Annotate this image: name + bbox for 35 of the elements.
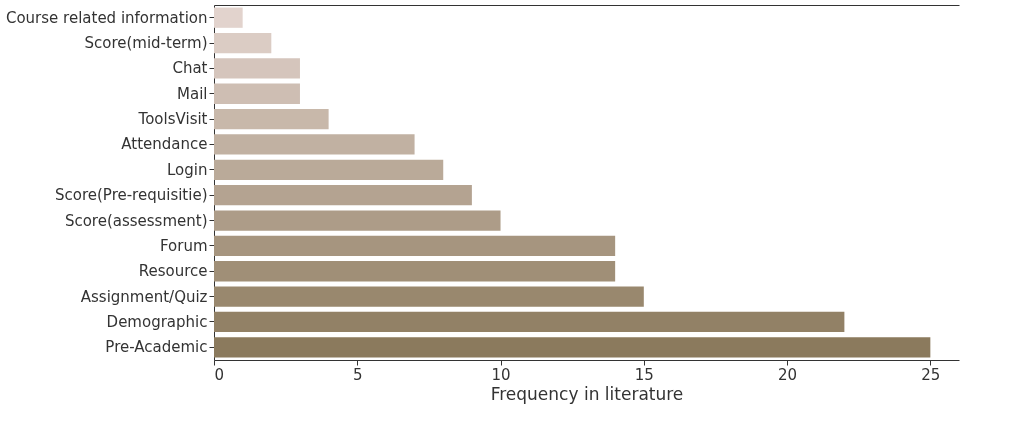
x-tick-label: 15 bbox=[634, 365, 654, 384]
y-tick-label: Pre-Academic bbox=[105, 338, 208, 357]
x-axis-title: Frequency in literature bbox=[490, 383, 684, 404]
x-tick-label: 5 bbox=[353, 365, 363, 384]
bar bbox=[214, 286, 644, 307]
y-tick-label: Score(Pre-requisitie) bbox=[55, 186, 208, 205]
x-tick-label: 10 bbox=[491, 365, 511, 384]
x-tick-label: 20 bbox=[778, 365, 798, 384]
bar bbox=[214, 185, 472, 206]
x-tick-label: 25 bbox=[921, 365, 941, 384]
bar bbox=[214, 108, 329, 130]
bar bbox=[214, 159, 444, 180]
bar bbox=[214, 7, 243, 28]
y-tick-label: Score(assessment) bbox=[64, 211, 208, 230]
y-tick-label: Mail bbox=[177, 84, 208, 103]
x-tick-label: 0 bbox=[214, 365, 225, 384]
bar bbox=[214, 32, 272, 54]
bar bbox=[214, 210, 501, 231]
bar bbox=[214, 134, 415, 155]
y-tick-label: Course related information bbox=[5, 8, 208, 27]
y-tick-label: Demographic bbox=[106, 312, 208, 331]
bar bbox=[214, 83, 300, 104]
y-tick-label: Score(mid-term) bbox=[84, 34, 208, 53]
y-tick-label: Forum bbox=[159, 236, 208, 255]
y-tick-label: Resource bbox=[138, 262, 208, 281]
bar bbox=[214, 337, 931, 358]
bar bbox=[214, 235, 616, 257]
bar bbox=[214, 261, 616, 282]
y-tick-label: Chat bbox=[172, 59, 208, 78]
y-tick-label: Login bbox=[167, 160, 208, 179]
y-tick-label: Assignment/Quiz bbox=[80, 287, 208, 306]
bar bbox=[214, 311, 845, 333]
y-tick-label: Attendance bbox=[121, 135, 208, 154]
bar bbox=[214, 58, 300, 79]
y-tick-label: ToolsVisit bbox=[137, 110, 208, 129]
